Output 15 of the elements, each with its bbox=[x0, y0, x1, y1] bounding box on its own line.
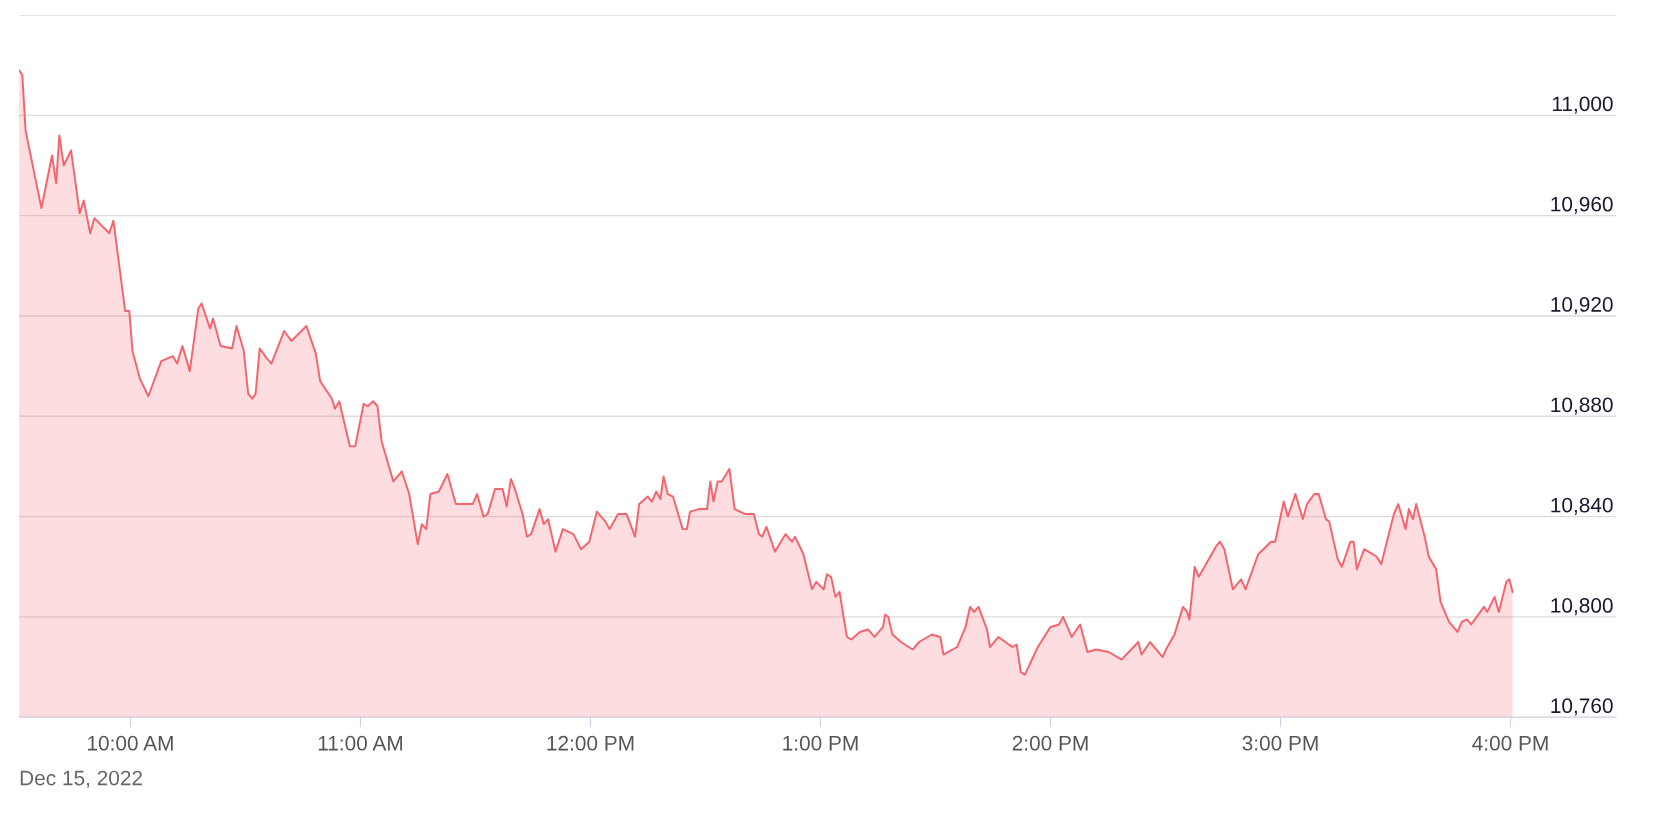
y-tick-label: 10,960 bbox=[1551, 196, 1613, 214]
y-tick-label: 11,000 bbox=[1552, 96, 1613, 114]
x-tick-label: 12:00 PM bbox=[547, 735, 634, 751]
x-tick-label: 2:00 PM bbox=[1012, 735, 1088, 751]
y-tick-label: 10,920 bbox=[1551, 297, 1613, 315]
y-tick-label: 10,760 bbox=[1551, 698, 1613, 716]
x-tick-label: 10:00 AM bbox=[88, 735, 173, 751]
y-tick-label: 10,840 bbox=[1551, 497, 1613, 515]
x-tick-label: 3:00 PM bbox=[1242, 735, 1318, 751]
y-tick-label: 10,800 bbox=[1551, 598, 1613, 616]
text: Dec 15, 2022 bbox=[20, 770, 142, 788]
x-tick-label: 4:00 PM bbox=[1472, 735, 1548, 751]
x-tick-label: 11:00 AM bbox=[318, 735, 402, 751]
x-tick-label: 1:00 PM bbox=[783, 735, 858, 751]
y-tick-label: 10,880 bbox=[1551, 397, 1613, 415]
